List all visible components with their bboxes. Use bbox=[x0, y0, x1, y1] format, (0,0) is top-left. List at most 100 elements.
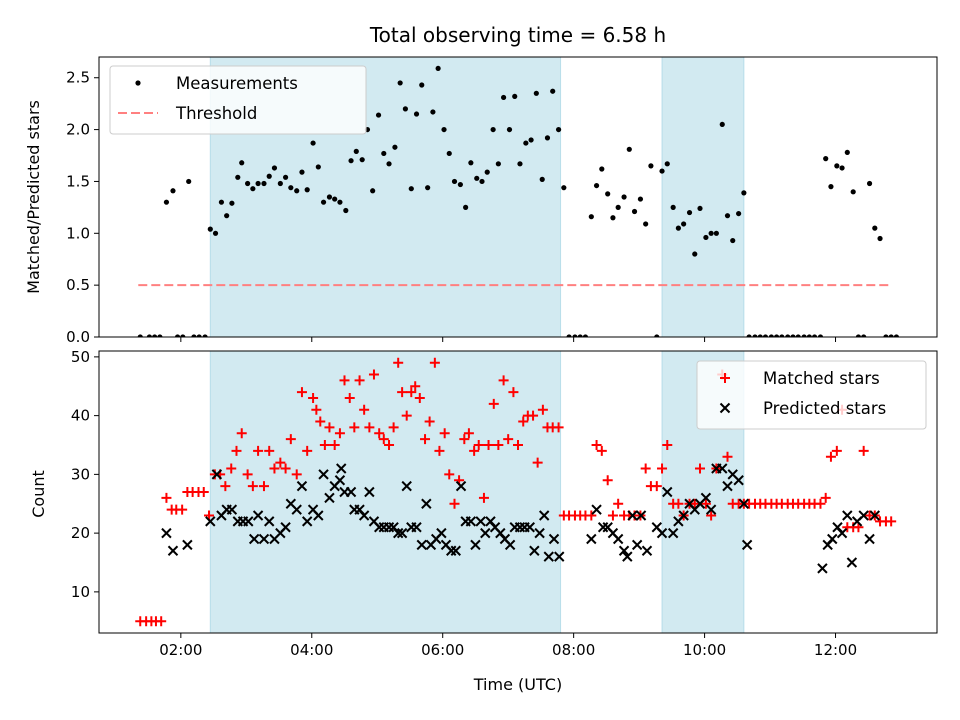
measurement-point bbox=[266, 173, 272, 179]
measurement-point bbox=[397, 80, 403, 86]
measurement-point bbox=[484, 169, 490, 175]
measurement-point bbox=[806, 334, 812, 337]
matched-star-point bbox=[406, 387, 417, 398]
measurement-point bbox=[834, 163, 840, 169]
matched-star-point bbox=[858, 445, 869, 456]
predicted-star-point bbox=[635, 510, 647, 521]
measurement-point bbox=[588, 214, 594, 220]
matched-star-point bbox=[424, 416, 435, 427]
predicted-star-point bbox=[392, 527, 404, 539]
measurement-point bbox=[528, 137, 534, 143]
measurement-point bbox=[435, 65, 441, 72]
measurement-point bbox=[719, 121, 725, 128]
measurement-point bbox=[708, 230, 714, 236]
matched-star-point bbox=[478, 492, 489, 503]
measurement-point bbox=[757, 334, 763, 337]
top-ytick-label: 0.5 bbox=[66, 276, 90, 294]
measurement-point bbox=[463, 204, 469, 210]
measurement-point bbox=[670, 204, 676, 210]
measurement-point bbox=[817, 334, 824, 337]
measurement-point bbox=[446, 150, 452, 157]
matched-star-point bbox=[247, 481, 258, 492]
measurement-point bbox=[839, 165, 845, 171]
bottom-shaded-interval bbox=[209, 350, 562, 634]
measurement-point bbox=[872, 225, 878, 231]
predicted-star-point bbox=[741, 539, 753, 551]
matched-star-point bbox=[820, 492, 831, 503]
matched-star-point bbox=[242, 469, 253, 480]
measurement-point bbox=[533, 90, 539, 96]
matched-star-point bbox=[463, 428, 474, 439]
predicted-star-point bbox=[248, 533, 260, 545]
matched-star-point bbox=[596, 445, 607, 456]
predicted-star-point bbox=[161, 527, 172, 539]
predicted-star-point bbox=[296, 480, 308, 492]
matched-star-point bbox=[532, 457, 543, 468]
legend-label: Measurements bbox=[176, 74, 298, 93]
measurement-point bbox=[326, 194, 333, 200]
measurement-point bbox=[337, 199, 343, 205]
bottom-axes-frame bbox=[98, 350, 938, 634]
matched-star-point bbox=[469, 445, 480, 456]
predicted-star-point bbox=[336, 463, 347, 474]
matched-star-point bbox=[354, 375, 365, 386]
measurement-point bbox=[343, 207, 349, 214]
matched-star-point bbox=[329, 440, 340, 450]
measurement-point bbox=[359, 157, 365, 163]
matched-star-point bbox=[640, 463, 651, 474]
measurement-point bbox=[174, 334, 181, 337]
measurement-point bbox=[430, 109, 436, 115]
predicted-star-point bbox=[631, 539, 643, 551]
measurement-point bbox=[697, 205, 703, 212]
predicted-star-point bbox=[627, 510, 638, 521]
predicted-star-point bbox=[480, 527, 491, 539]
measurement-point bbox=[425, 185, 431, 191]
top-shaded-interval bbox=[661, 56, 745, 338]
measurement-point bbox=[779, 334, 785, 337]
measurement-point bbox=[320, 199, 327, 205]
measurement-point bbox=[654, 334, 660, 337]
measurement-point bbox=[413, 111, 420, 117]
predicted-star-point bbox=[656, 527, 668, 539]
matched-star-point bbox=[831, 445, 842, 456]
bottom-xtick-label: 06:00 bbox=[421, 641, 464, 659]
measurement-point bbox=[441, 126, 447, 133]
matched-star-point bbox=[434, 445, 445, 456]
matched-star-point bbox=[384, 440, 395, 450]
predicted-star-point bbox=[817, 563, 828, 574]
measurement-point bbox=[785, 334, 791, 337]
matched-star-point bbox=[156, 616, 167, 627]
matched-star-point bbox=[177, 504, 188, 515]
matched-star-point bbox=[334, 428, 345, 439]
measurement-point bbox=[610, 215, 616, 221]
measurement-point bbox=[566, 334, 572, 337]
bottom-ytick-label: 20 bbox=[71, 524, 90, 542]
measurement-point bbox=[615, 204, 621, 210]
matched-star-point bbox=[459, 434, 470, 445]
matched-star-point bbox=[236, 428, 247, 439]
predicted-star-point bbox=[864, 533, 875, 545]
predicted-star-point bbox=[842, 510, 853, 521]
predicted-star-point bbox=[678, 510, 689, 521]
measurement-point bbox=[512, 93, 518, 100]
measurement-point bbox=[288, 185, 294, 191]
measurement-point bbox=[686, 209, 693, 216]
measurement-point bbox=[888, 334, 894, 337]
measurement-point bbox=[163, 199, 170, 205]
top-ylabel: Matched/Predicted stars bbox=[24, 100, 43, 294]
measurement-point bbox=[370, 188, 376, 194]
measurement-point bbox=[310, 140, 316, 146]
matched-star-point bbox=[673, 498, 684, 509]
predicted-star-point bbox=[662, 486, 673, 498]
matched-star-point bbox=[444, 469, 455, 480]
matched-star-point bbox=[695, 463, 706, 474]
predicted-star-point bbox=[264, 516, 275, 527]
predicted-star-point bbox=[586, 533, 597, 545]
predicted-star-point bbox=[534, 527, 545, 539]
matched-star-point bbox=[513, 440, 523, 450]
predicted-star-point bbox=[738, 498, 750, 509]
measurement-point bbox=[664, 161, 670, 167]
predicted-star-point bbox=[334, 475, 346, 486]
measurement-point bbox=[224, 213, 230, 219]
measurement-point bbox=[146, 334, 153, 337]
